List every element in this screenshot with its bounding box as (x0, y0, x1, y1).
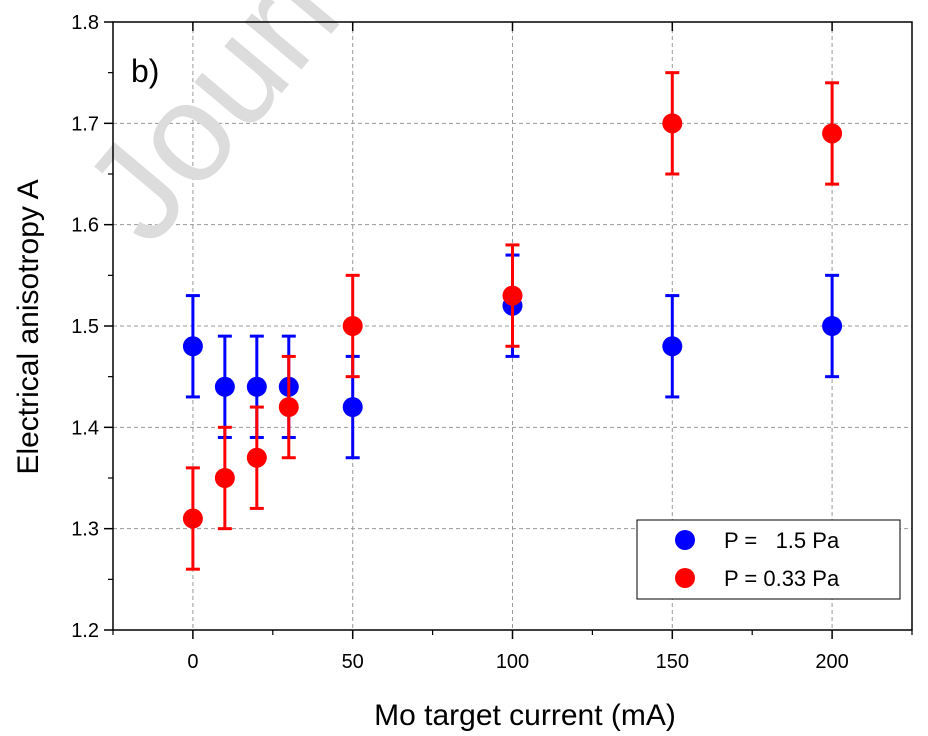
x-axis-label: Mo target current (mA) (374, 699, 676, 732)
y-tick-label: 1.3 (71, 519, 99, 541)
y-axis-label: Electrical anisotropy A (12, 179, 45, 474)
y-tick-label: 1.6 (71, 215, 99, 237)
legend: P = 1.5 Pa P = 0.33 Pa (636, 519, 901, 600)
tick-labels: 0 50 100 150 200 1.2 1.3 1.4 1.5 1.6 1.7 1.8 (71, 12, 849, 673)
data-point (502, 285, 523, 306)
data-point (214, 376, 235, 397)
legend-label-1.5pa: P = 1.5 Pa (724, 528, 840, 553)
series-layer (182, 71, 843, 571)
x-tick-label: 0 (187, 651, 198, 673)
watermark: Journal (53, 0, 468, 269)
data-point (246, 447, 267, 468)
data-point (214, 468, 235, 488)
legend-label-0.33pa: P = 0.33 Pa (724, 566, 840, 591)
y-tick-label: 1.7 (71, 113, 99, 135)
legend-marker-1.5pa (675, 530, 695, 550)
y-tick-label: 1.4 (71, 417, 99, 439)
data-point (822, 123, 843, 144)
data-point (182, 508, 203, 529)
data-point (342, 316, 363, 336)
x-tick-label: 50 (342, 651, 364, 673)
y-tick-label: 1.5 (71, 316, 99, 338)
data-point (182, 336, 203, 357)
axis-ticks (104, 21, 913, 639)
data-point (246, 376, 267, 397)
data-point (822, 316, 843, 336)
y-tick-label: 1.2 (71, 620, 99, 642)
legend-marker-0.33pa (675, 568, 695, 588)
data-point (662, 113, 683, 134)
plot-frame (112, 21, 913, 631)
x-tick-label: 200 (815, 651, 848, 673)
panel-label: b) (131, 53, 159, 89)
x-tick-label: 150 (656, 651, 689, 673)
series-1 (182, 71, 843, 571)
y-tick-label: 1.8 (71, 12, 99, 34)
data-point (278, 397, 299, 418)
x-tick-label: 100 (496, 651, 529, 673)
data-point (662, 336, 683, 357)
data-point (342, 397, 363, 418)
